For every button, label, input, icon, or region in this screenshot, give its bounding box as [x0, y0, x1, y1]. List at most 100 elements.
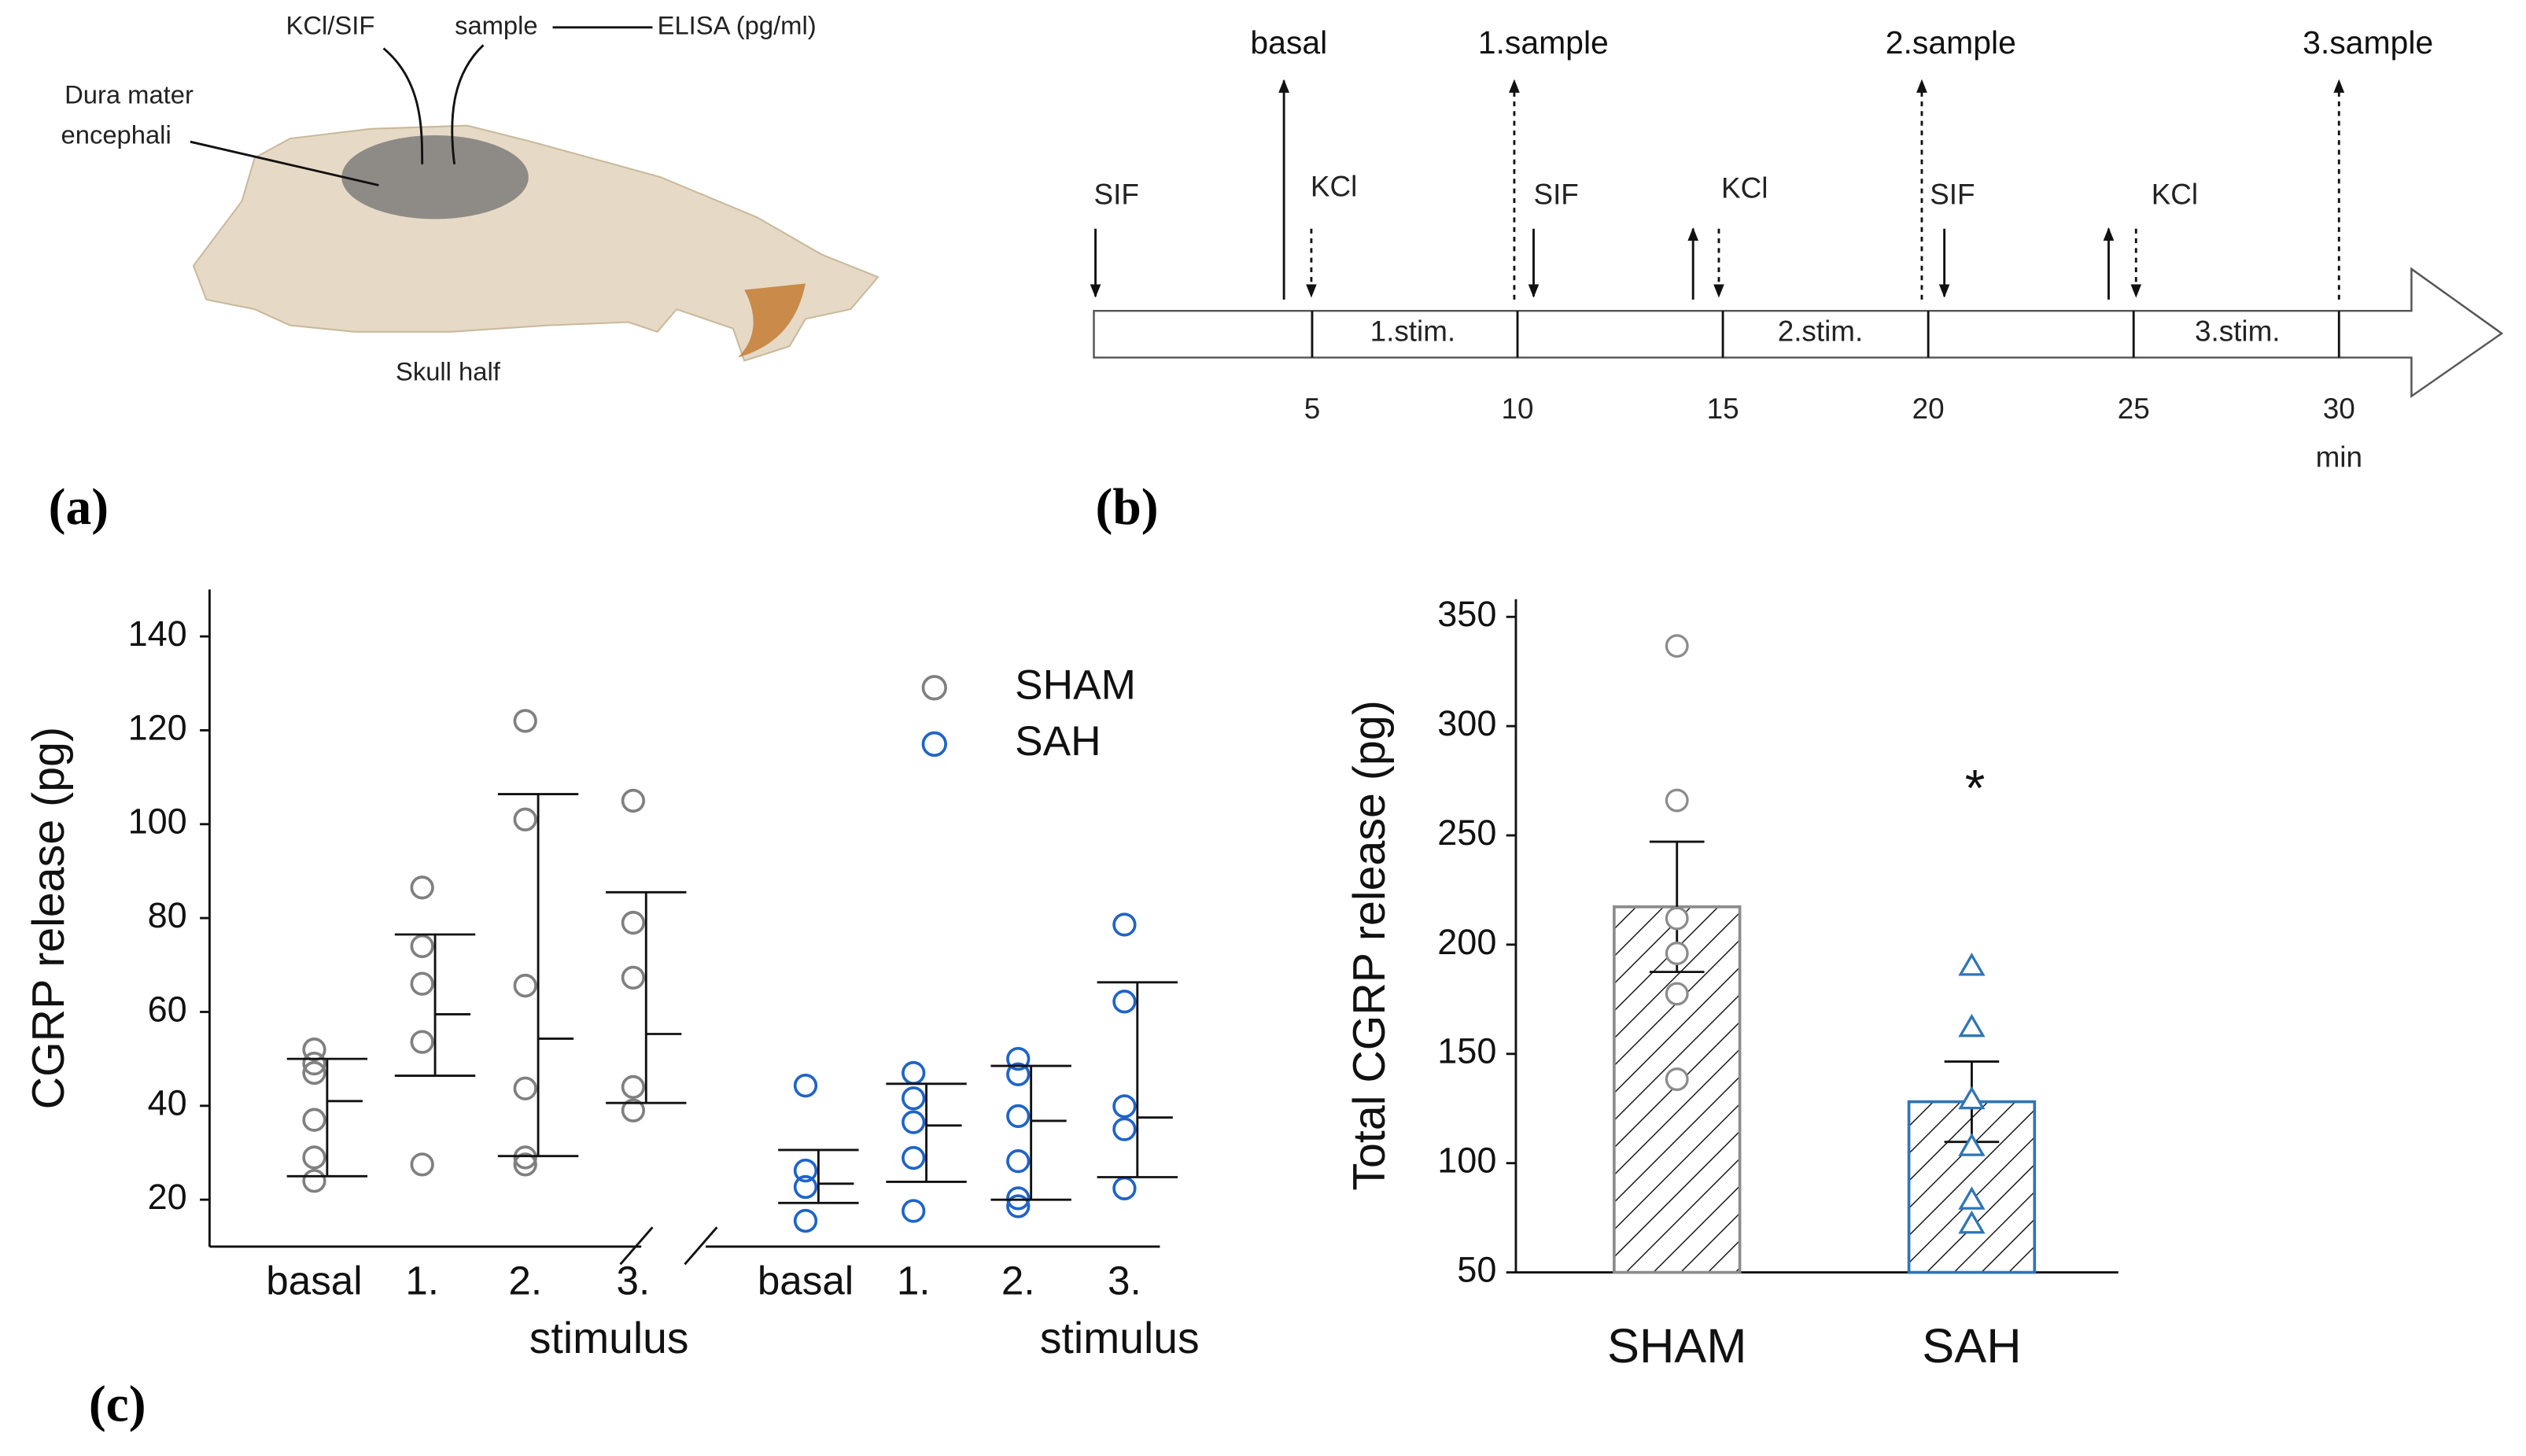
label: sample	[455, 10, 538, 39]
x-tick-label: 2.	[1001, 1258, 1035, 1303]
data-point	[410, 971, 434, 996]
annotation: *	[1965, 760, 1986, 817]
x-axis-label: stimulus	[1040, 1314, 1200, 1362]
timeline-tick-label: 5	[1304, 393, 1321, 425]
data-point	[621, 910, 646, 935]
dura-window	[341, 135, 529, 219]
data-point	[793, 1208, 818, 1233]
legend-marker	[921, 731, 947, 757]
label: Skull half	[396, 357, 501, 386]
data-point	[621, 788, 646, 813]
timeline-tick-label: 20	[1912, 393, 1945, 425]
leader	[190, 140, 379, 186]
label: KCl/SIF	[286, 10, 375, 39]
panel-b: (b) 5 10 15 20 25 30 min basal 1.sample 2.sample 3…	[1090, 24, 2504, 536]
data-point	[302, 1051, 326, 1076]
x-tick-label: SAH	[1922, 1319, 2021, 1373]
data-point	[621, 965, 646, 990]
x-tick-label: 1.	[405, 1258, 439, 1303]
data-point	[513, 1145, 537, 1170]
x-tick-label: 3.	[617, 1258, 651, 1303]
data-point	[410, 1030, 434, 1054]
stimulus-label: KCl	[2152, 179, 2198, 211]
timeline-tick-label: 10	[1502, 393, 1534, 425]
legend-label: SAH	[1015, 718, 1101, 765]
data-point	[513, 1076, 537, 1100]
data-point	[793, 1158, 818, 1183]
data-point	[1958, 1013, 1986, 1038]
leader	[451, 44, 485, 165]
data-point	[410, 875, 434, 900]
data-point	[1665, 982, 1689, 1006]
phase-label: 3.stim.	[2195, 315, 2281, 348]
panel-c: (c) 20 40 60 80 100 120 140 CGRP release (pg) ba…	[24, 589, 2119, 1433]
data-point	[1665, 942, 1689, 965]
data-point	[1006, 1046, 1031, 1071]
label: Dura mater	[65, 80, 194, 109]
data-point	[1112, 1117, 1137, 1141]
sample-label: 2.sample	[1886, 24, 2016, 61]
y-tick-label: 350	[1437, 594, 1496, 634]
y-tick-label: 150	[1437, 1031, 1496, 1071]
data-point	[513, 807, 537, 831]
sample-label: 3.sample	[2303, 24, 2433, 61]
data-point	[1665, 788, 1689, 813]
stimulus-label: SIF	[1094, 179, 1139, 211]
leader	[382, 47, 424, 164]
data-point	[1006, 1186, 1031, 1211]
axis-break	[684, 1226, 718, 1266]
y-tick-label: 50	[1457, 1249, 1496, 1289]
panel-letter: (c)	[89, 1377, 146, 1433]
data-point	[1958, 1210, 1986, 1234]
y-tick-label: 80	[148, 895, 187, 935]
data-point	[302, 1108, 326, 1132]
x-tick-label: 2.	[508, 1258, 542, 1303]
data-point	[410, 1152, 434, 1177]
data-point	[621, 1098, 646, 1122]
y-tick-label: 140	[128, 614, 187, 654]
sample-label: basal	[1250, 24, 1327, 61]
data-point	[793, 1174, 818, 1200]
data-point	[621, 1074, 646, 1100]
data-point	[513, 973, 537, 998]
phase-label: 2.stim.	[1778, 315, 1864, 348]
data-point	[1006, 1149, 1031, 1174]
data-point	[902, 1145, 926, 1170]
data-point	[302, 1060, 326, 1086]
data-point	[902, 1060, 926, 1086]
data-point	[1112, 1176, 1137, 1200]
data-point	[902, 1086, 926, 1111]
data-point	[513, 709, 537, 733]
timeline-tick-label: 30	[2323, 393, 2355, 425]
data-point	[1006, 1194, 1031, 1218]
x-axis-label: stimulus	[529, 1314, 689, 1362]
data-point	[1665, 634, 1689, 658]
y-tick-label: 250	[1437, 813, 1496, 853]
x-tick-label: 3.	[1108, 1258, 1141, 1303]
phase-label: 1.stim.	[1370, 315, 1456, 348]
data-point	[410, 934, 434, 959]
panel-a: KCl/SIF sample ELISA (pg/ml) Dura mater …	[49, 10, 879, 536]
x-tick-label: SHAM	[1607, 1319, 1746, 1373]
timeline-tick-label: 15	[1707, 393, 1739, 425]
data-point	[1006, 1104, 1031, 1129]
data-point	[1958, 953, 1986, 976]
timeline-arrow	[1093, 267, 2504, 399]
data-point	[793, 1073, 818, 1098]
data-point	[902, 1199, 926, 1223]
timeline-unit: min	[2316, 440, 2362, 473]
data-point	[1112, 990, 1137, 1014]
data-point	[302, 1145, 326, 1170]
stimulus-label: KCl	[1721, 171, 1768, 204]
data-point	[902, 1110, 926, 1134]
stimulus-label: SIF	[1930, 179, 1975, 211]
x-tick-label: basal	[758, 1258, 854, 1303]
data-point	[302, 1169, 326, 1193]
data-point	[1112, 1094, 1137, 1119]
data-point	[1958, 1186, 1986, 1210]
y-tick-label: 120	[128, 707, 187, 747]
y-axis-label: Total CGRP release (pg)	[1344, 700, 1395, 1190]
timeline-tick-label: 25	[2118, 393, 2150, 425]
x-tick-label: 1.	[897, 1258, 931, 1303]
data-point	[513, 1152, 537, 1177]
